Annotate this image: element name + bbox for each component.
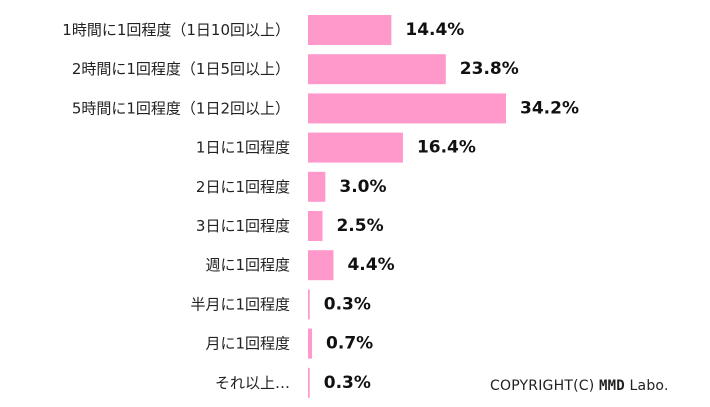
copyright-prefix: COPYRIGHT(C): [490, 378, 600, 394]
category-labels-group: 1時間に1回程度（1日10回以上） 2時間に1回程度（1日5回以上） 5時間に1回程…: [62, 21, 290, 392]
value-label: 0.3%: [324, 373, 371, 393]
value-label: 0.3%: [324, 294, 371, 314]
category-label: 3日に1回程度: [196, 217, 290, 235]
category-label: 月に1回程度: [205, 335, 290, 353]
category-label: 2日に1回程度: [196, 178, 290, 196]
category-label: 半月に1回程度: [190, 295, 290, 313]
bar: [308, 211, 323, 241]
bar: [308, 15, 392, 45]
copyright-suffix: Labo.: [624, 378, 669, 394]
bar: [308, 54, 446, 85]
bar: [308, 132, 403, 163]
bar: [308, 171, 326, 202]
category-label: それ以上…: [215, 374, 290, 392]
value-label: 14.4%: [405, 20, 464, 40]
copyright-brand: MMD: [599, 378, 625, 394]
category-label: 2時間に1回程度（1日5回以上）: [72, 60, 290, 78]
category-label: 5時間に1回程度（1日2回以上）: [72, 99, 290, 117]
bar: [308, 250, 334, 281]
category-label: 1日に1回程度: [196, 139, 290, 157]
bars-group: [308, 15, 506, 398]
category-label: 週に1回程度: [205, 256, 290, 274]
value-label: 16.4%: [417, 138, 476, 158]
category-label: 1時間に1回程度（1日10回以上）: [62, 21, 290, 39]
value-label: 3.0%: [339, 177, 386, 197]
value-label: 2.5%: [336, 216, 383, 236]
bar: [308, 367, 310, 398]
bar: [308, 289, 310, 320]
value-label: 34.2%: [520, 98, 579, 118]
value-label: 0.7%: [326, 334, 373, 354]
copyright-notice: COPYRIGHT(C) MMD Labo.: [490, 378, 669, 394]
value-labels-group: 14.4% 23.8%34.2% 16.4% 3.0% 2.5% 4.4% 0.3% 0.7%…: [324, 20, 579, 393]
value-label: 4.4%: [347, 255, 394, 275]
value-label: 23.8%: [460, 59, 519, 79]
bar: [308, 328, 313, 359]
bar: [308, 93, 506, 124]
